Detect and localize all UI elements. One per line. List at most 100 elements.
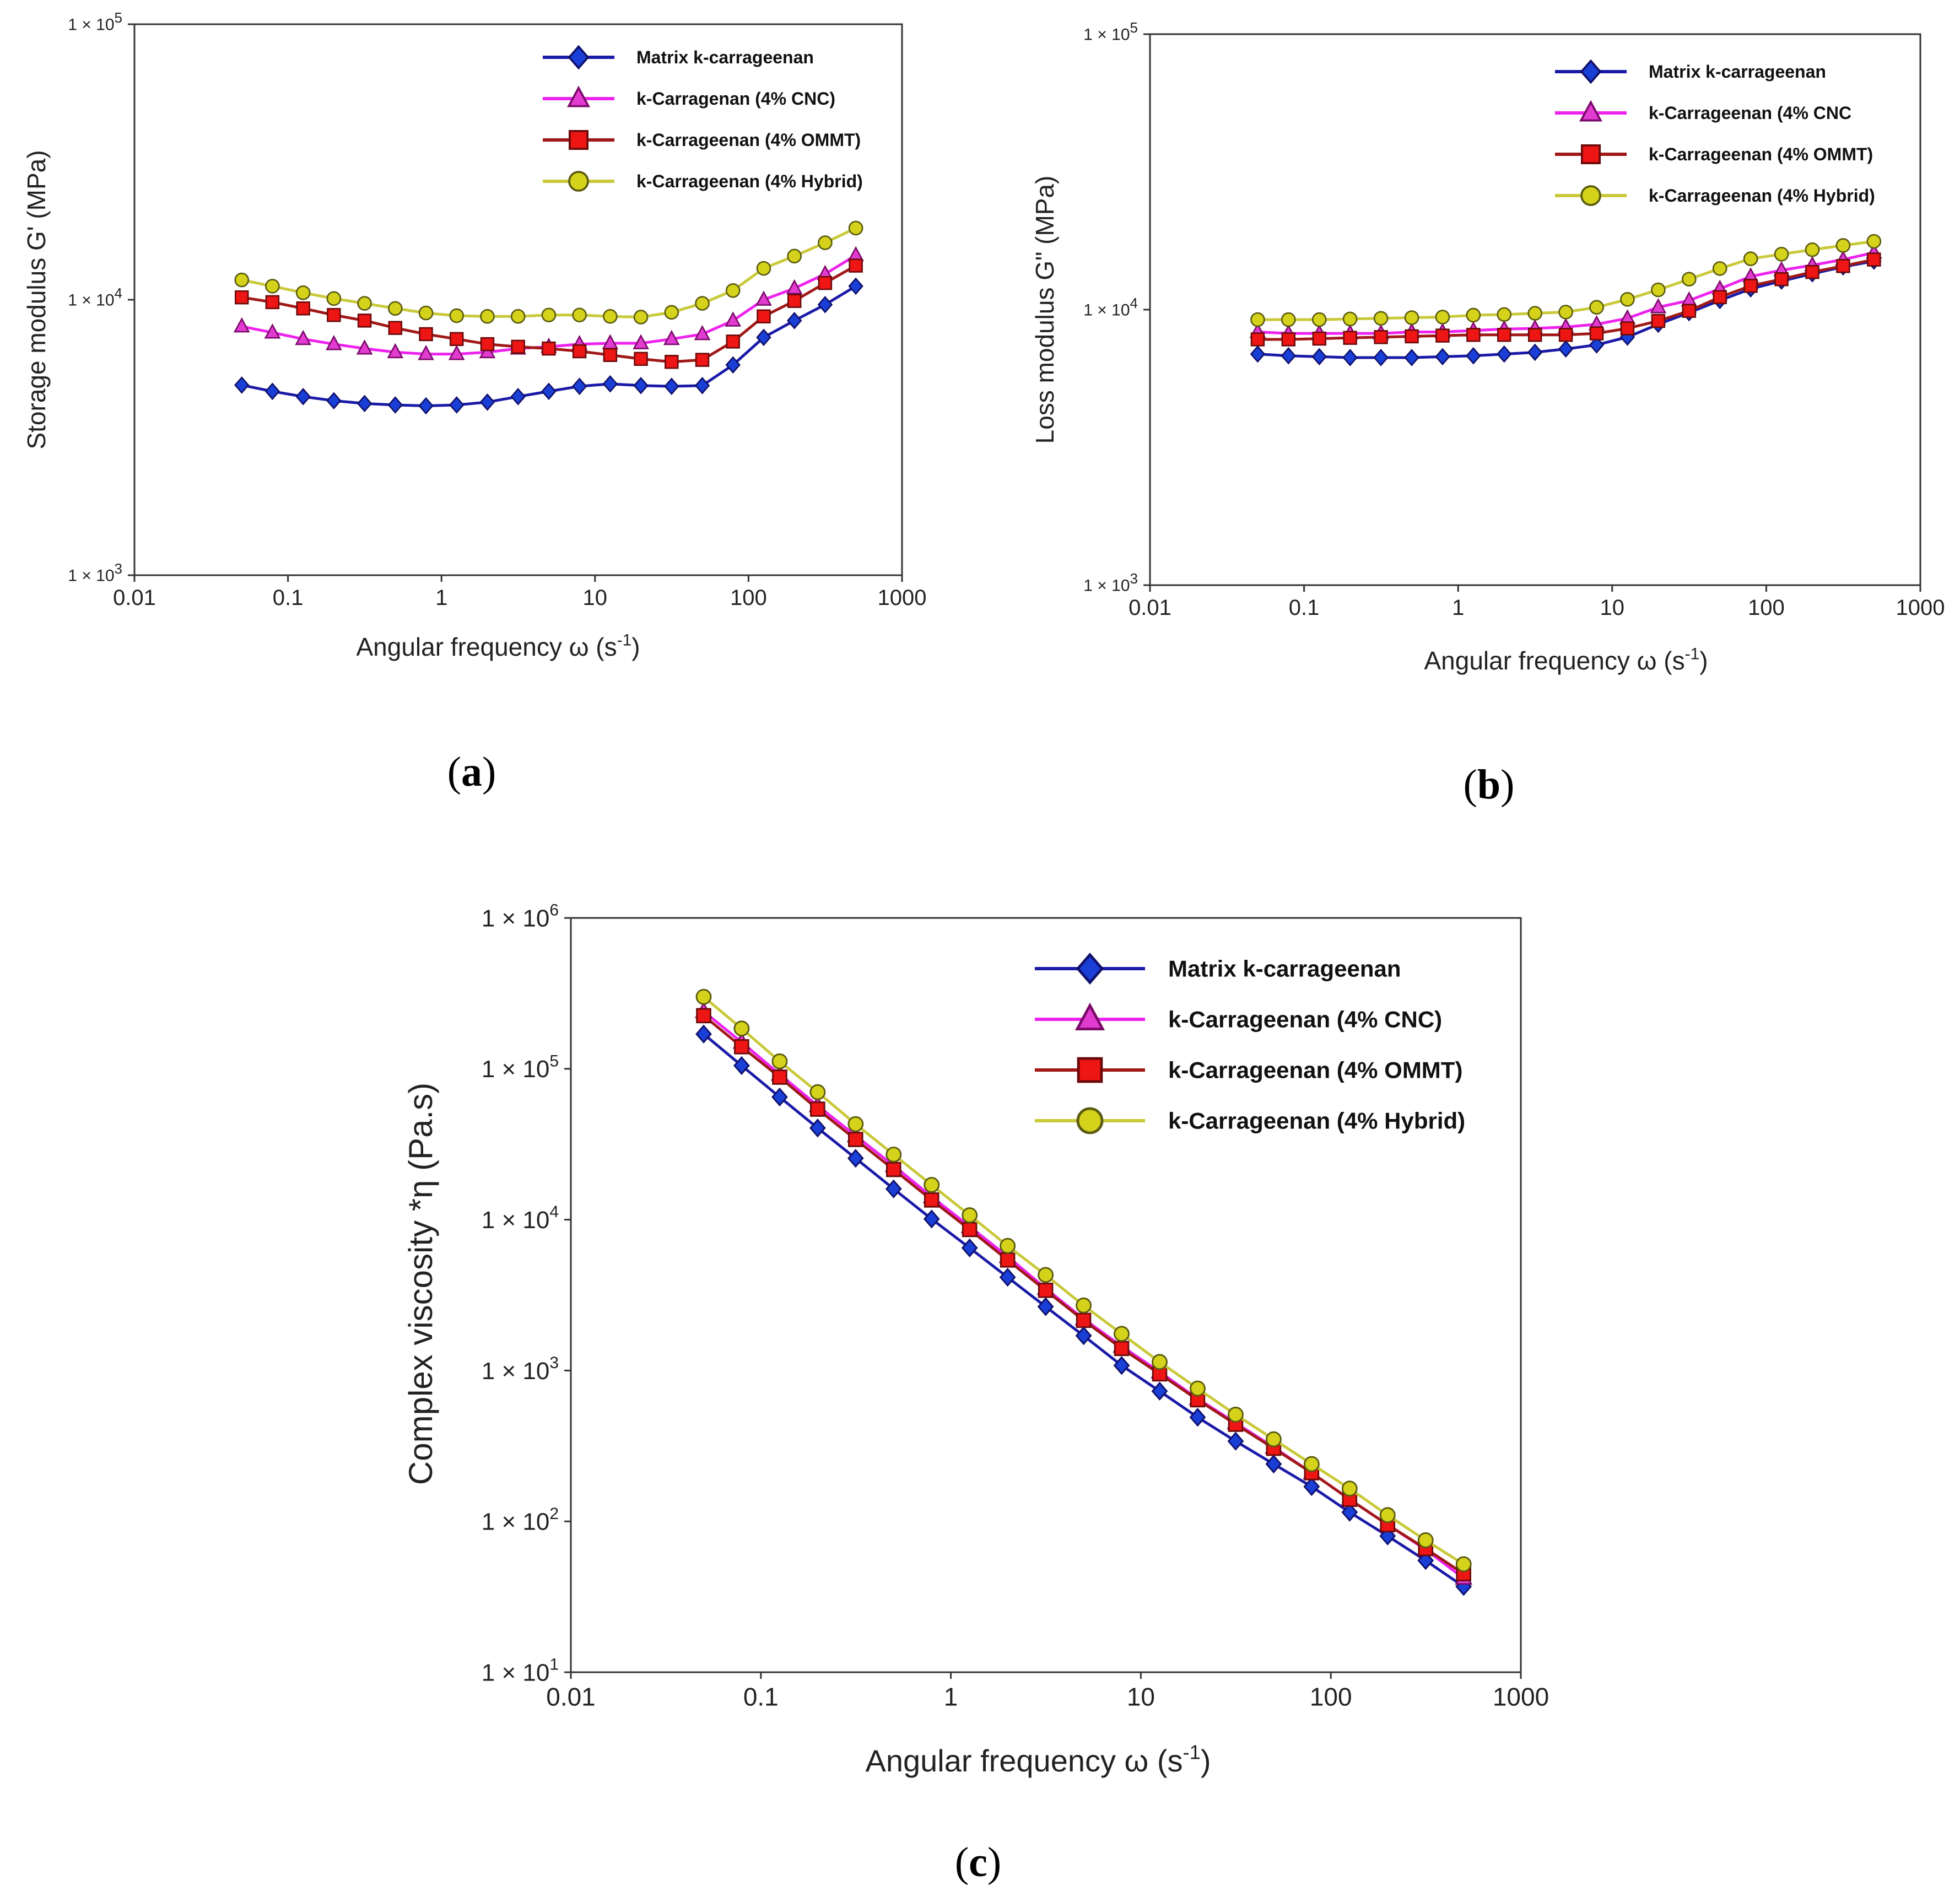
x-axis-label-sup: -1 [617, 631, 632, 650]
data-point-cnc [418, 345, 434, 360]
y-tick-label: 1 × 104 [68, 285, 122, 310]
data-point-ommt [1651, 314, 1666, 328]
x-tick-label: 0.1 [743, 1682, 779, 1711]
x-tick-label: 0.01 [113, 586, 156, 610]
data-point-ommt [696, 1008, 711, 1024]
data-point-matrix [1558, 340, 1574, 358]
y-tick-label: 1 × 105 [68, 9, 122, 34]
data-point-ommt [1038, 1283, 1054, 1298]
data-point-ommt [924, 1192, 939, 1208]
legend-label-matrix: Matrix k-carrageenan [1168, 956, 1401, 982]
data-point-hybrid [1000, 1238, 1016, 1254]
legend-label-hybrid: k-Carrageenan (4% Hybrid) [1168, 1108, 1465, 1134]
data-point-matrix [1527, 343, 1543, 361]
data-point-ommt [450, 332, 464, 347]
y-tick-mantissa: 1 × 10 [1083, 26, 1130, 44]
panel-label-open: ( [955, 1839, 969, 1885]
x-tick-label: 1 [1452, 596, 1464, 620]
data-point-matrix [264, 382, 280, 401]
x-tick-label: 10 [583, 586, 608, 610]
data-point-ommt [734, 1039, 749, 1055]
y-tick-mantissa: 1 × 10 [482, 1509, 550, 1536]
panel-label-letter: b [1477, 761, 1500, 808]
data-point-matrix [1227, 1431, 1244, 1451]
data-point-hybrid [449, 308, 465, 323]
data-point-matrix [633, 376, 649, 395]
data-point-ommt [1558, 328, 1573, 342]
y-tick-exponent: 4 [549, 1203, 559, 1221]
data-point-hybrid [733, 1020, 750, 1037]
data-point-ommt [1466, 328, 1481, 342]
data-point-matrix [1497, 345, 1512, 363]
y-tick-label: 1 × 106 [482, 901, 559, 932]
data-point-cnc [725, 311, 742, 327]
x-axis-label-sup: -1 [1183, 1741, 1200, 1764]
data-point-matrix [510, 388, 526, 406]
data-point-hybrid [1589, 300, 1604, 315]
panel-label-letter: c [969, 1839, 987, 1885]
data-point-ommt [357, 314, 372, 328]
data-point-matrix [1341, 1503, 1358, 1522]
x-axis-label-sup: -1 [1685, 645, 1700, 663]
data-point-cnc [326, 334, 342, 350]
y-tick-exponent: 3 [115, 560, 122, 577]
data-point-hybrid [1805, 242, 1820, 257]
data-point-hybrid [1038, 1267, 1054, 1283]
x-axis-label-end: ) [1699, 646, 1708, 675]
data-point-ommt [1867, 252, 1881, 267]
data-point-cnc [755, 290, 772, 306]
data-point-ommt [849, 258, 863, 273]
legend-label-matrix: Matrix k-carrageenan [636, 47, 814, 67]
data-point-hybrid [633, 310, 649, 325]
data-point-ommt [1250, 332, 1265, 347]
data-point-ommt [1805, 264, 1819, 279]
data-point-hybrid [695, 988, 712, 1005]
x-tick-label: 1000 [1493, 1682, 1549, 1711]
data-point-ommt [695, 353, 710, 367]
data-point-matrix [571, 377, 587, 395]
panel-label: (a) [447, 749, 496, 795]
y-tick-exponent: 3 [1130, 570, 1138, 587]
y-tick-label: 1 × 103 [482, 1354, 559, 1385]
x-axis-label-main: Angular frequency ω (s [865, 1743, 1183, 1778]
legend: Matrix k-carrageenan k-Carragenan (4% CNC… [543, 45, 863, 192]
legend-marker-ommt [1580, 144, 1601, 165]
data-point-hybrid [1712, 261, 1727, 276]
data-point-matrix [1037, 1297, 1054, 1316]
data-point-ommt [1312, 331, 1326, 346]
legend-marker-matrix [1076, 953, 1104, 985]
data-point-hybrid [1342, 311, 1358, 327]
data-point-ommt [1374, 330, 1388, 344]
x-tick-label: 0.01 [1129, 596, 1171, 620]
data-point-cnc [694, 325, 711, 341]
data-point-hybrid [1466, 307, 1481, 323]
data-point-matrix [664, 377, 679, 395]
data-point-matrix [357, 395, 372, 413]
y-tick-mantissa: 1 × 10 [1083, 577, 1130, 595]
x-tick-label: 0.01 [546, 1682, 596, 1711]
data-point-ommt [1000, 1252, 1016, 1268]
data-point-ommt [265, 295, 280, 310]
data-point-hybrid [510, 309, 526, 324]
data-point-ommt [1836, 259, 1850, 273]
data-point-hybrid [847, 1116, 864, 1132]
x-tick-label: 100 [1748, 596, 1785, 620]
data-point-ommt [962, 1222, 978, 1238]
y-tick-label: 1 × 104 [1083, 295, 1138, 320]
legend-label-cnc: k-Carrageenan (4% CNC) [1168, 1007, 1442, 1033]
data-point-hybrid [818, 235, 833, 250]
y-tick-exponent: 5 [1130, 19, 1138, 36]
y-tick-mantissa: 1 × 10 [482, 1207, 550, 1234]
data-point-matrix [694, 376, 710, 395]
data-point-matrix [295, 388, 311, 406]
data-point-matrix [961, 1238, 978, 1257]
legend: Matrix k-carrageenan k-Carrageenan (4% CN… [1035, 953, 1465, 1134]
x-tick-label: 1000 [878, 586, 927, 610]
data-point-hybrid [295, 285, 311, 300]
plot-frame [570, 917, 1522, 1673]
data-point-ommt [1589, 326, 1604, 341]
data-point-ommt [757, 309, 771, 323]
data-point-ommt [1682, 304, 1697, 318]
x-tick-label: 0.1 [1289, 596, 1320, 620]
